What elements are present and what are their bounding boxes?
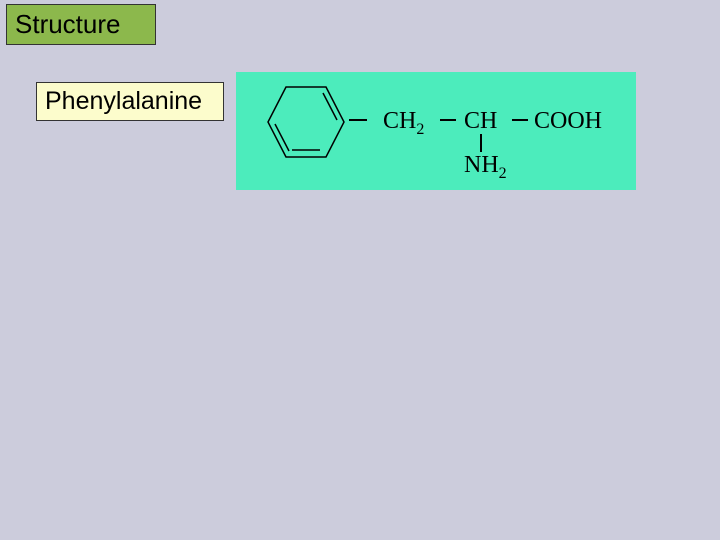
atom-nh2-text: NH <box>464 152 499 178</box>
compound-label-box: Phenylalanine <box>36 82 224 121</box>
atom-ch2-sub: 2 <box>416 121 424 138</box>
atom-ch2: CH2 <box>383 108 424 139</box>
chemical-structure-diagram: CH2 CH COOH NH2 <box>236 72 636 190</box>
atom-nh2: NH2 <box>464 152 507 183</box>
atom-ch2-text: CH <box>383 108 416 134</box>
atom-ch-text: CH <box>464 108 497 134</box>
benzene-ring-icon <box>266 82 346 162</box>
atom-cooh-text: COOH <box>534 108 602 134</box>
bond-ch-cooh <box>512 119 528 121</box>
atom-nh2-sub: 2 <box>499 165 507 182</box>
atom-ch: CH <box>464 108 497 135</box>
title-box: Structure <box>6 4 156 45</box>
atom-cooh: COOH <box>534 108 602 135</box>
compound-label: Phenylalanine <box>45 87 202 115</box>
title-text: Structure <box>15 9 121 39</box>
bond-ring-ch2 <box>349 119 367 121</box>
bond-ch-nh2 <box>480 134 482 152</box>
bond-ch2-ch <box>440 119 456 121</box>
